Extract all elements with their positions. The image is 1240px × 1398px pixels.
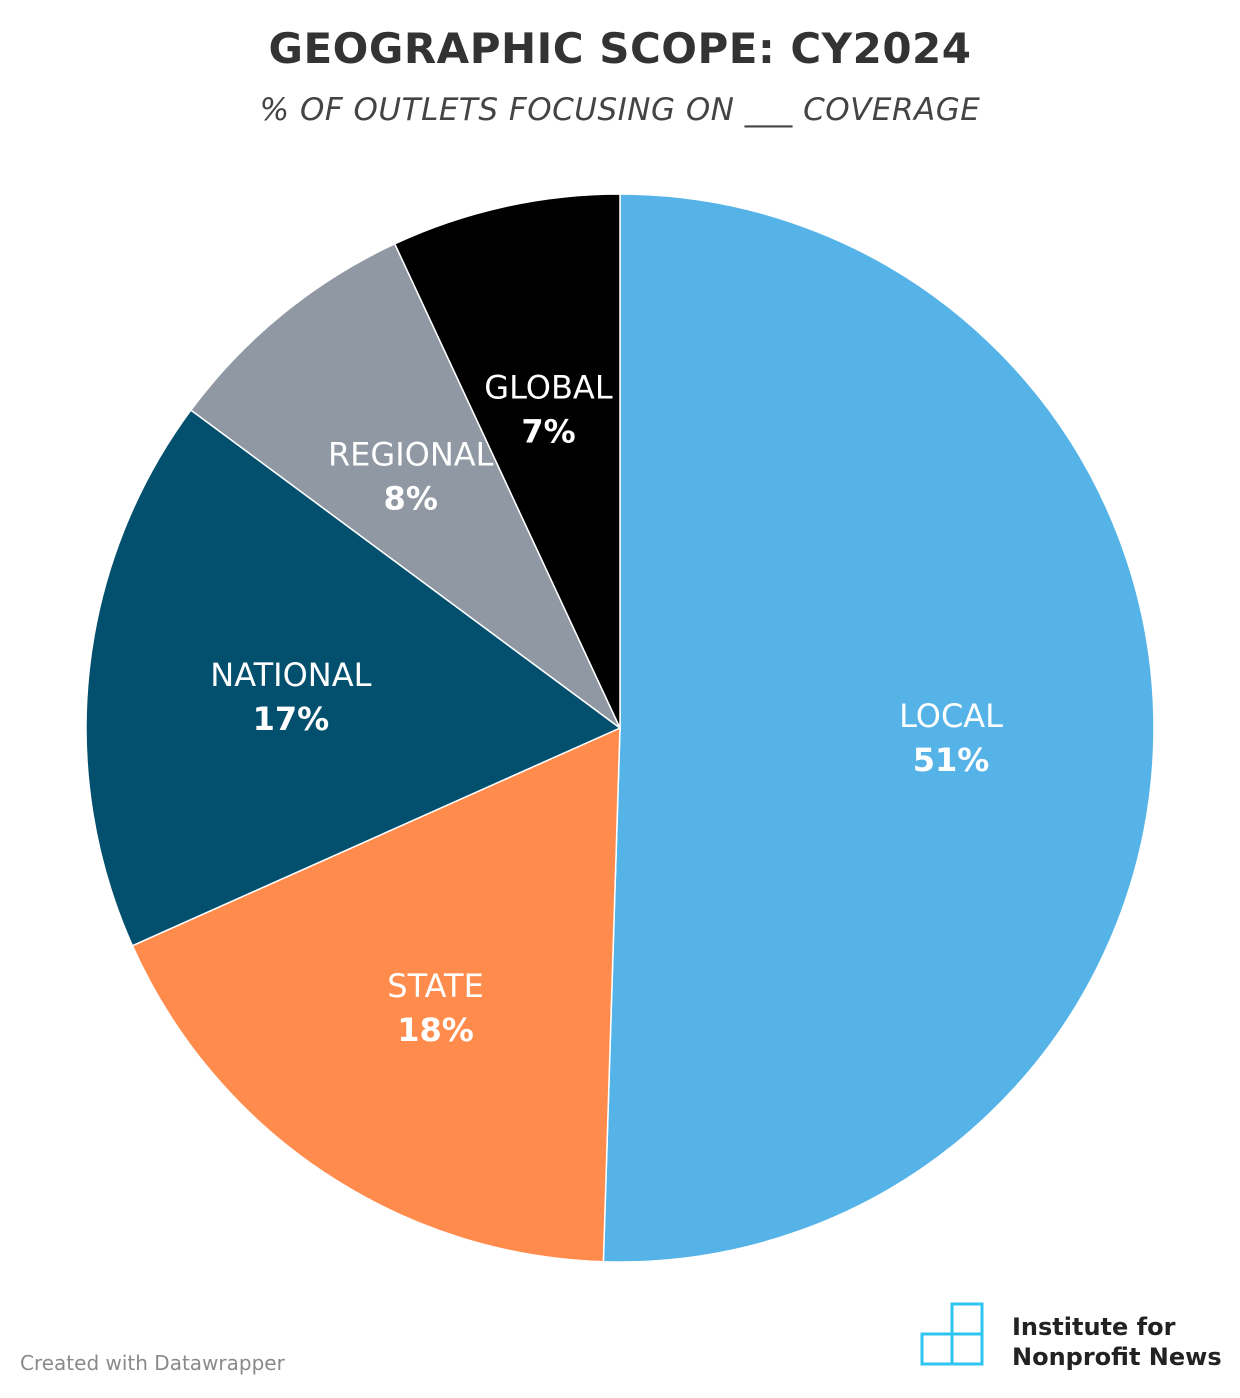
pie-slice-regional — [189, 242, 621, 729]
pie-slice-state — [131, 726, 621, 1263]
slice-label-global: GLOBAL — [484, 369, 613, 407]
pie-slice-global — [393, 193, 621, 729]
slice-label-national: NATIONAL — [210, 656, 371, 694]
slice-value-local: 51% — [913, 741, 990, 779]
slice-value-national: 17% — [253, 700, 330, 738]
logo-line-2: Nonprofit News — [1012, 1343, 1222, 1371]
inn-logo: Institute for Nonprofit News — [920, 1302, 1230, 1371]
pie-slice-local — [602, 193, 1155, 1263]
grid-logo-icon — [920, 1302, 984, 1366]
slice-value-global: 7% — [521, 413, 575, 451]
pie-slice-national — [85, 409, 622, 947]
slice-value-state: 18% — [397, 1011, 474, 1049]
chart-subtitle: % OF OUTLETS FOCUSING ON ___ COVERAGE — [259, 92, 981, 128]
chart-title: GEOGRAPHIC SCOPE: CY2024 — [268, 24, 972, 73]
datawrapper-credit: Created with Datawrapper — [20, 1351, 285, 1375]
logo-text: Institute for Nonprofit News — [1012, 1312, 1222, 1372]
slice-value-regional: 8% — [384, 479, 438, 517]
logo-line-1: Institute for — [1012, 1313, 1176, 1341]
slice-label-local: LOCAL — [899, 697, 1003, 735]
slice-label-regional: REGIONAL — [328, 435, 494, 473]
slice-label-state: STATE — [387, 967, 484, 1005]
